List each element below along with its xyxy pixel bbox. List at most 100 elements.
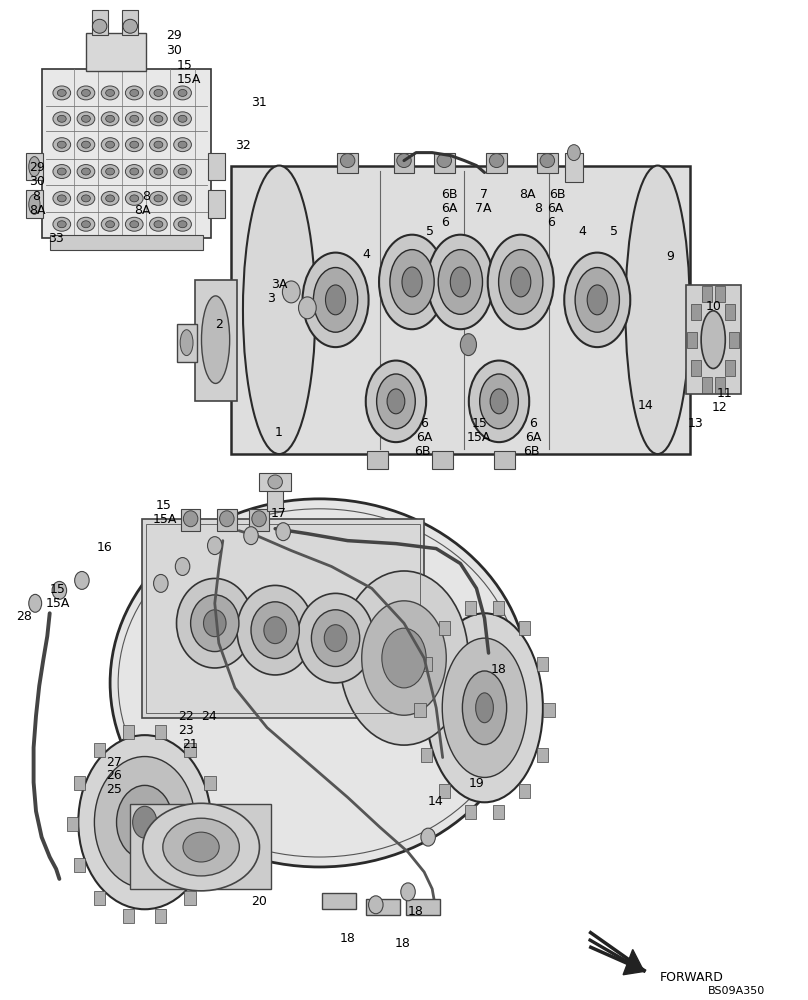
Bar bbox=[726, 360, 735, 376]
Ellipse shape bbox=[106, 221, 115, 228]
Bar bbox=[123, 725, 134, 739]
Ellipse shape bbox=[366, 361, 426, 442]
Ellipse shape bbox=[174, 217, 191, 231]
Ellipse shape bbox=[154, 168, 163, 175]
Text: 3A: 3A bbox=[271, 278, 288, 291]
Text: 18: 18 bbox=[339, 932, 356, 945]
Bar bbox=[421, 748, 432, 762]
Ellipse shape bbox=[208, 537, 222, 555]
Text: 6B: 6B bbox=[415, 445, 431, 458]
Ellipse shape bbox=[298, 297, 316, 319]
Ellipse shape bbox=[178, 141, 187, 148]
Ellipse shape bbox=[701, 311, 726, 369]
Ellipse shape bbox=[174, 165, 191, 178]
Ellipse shape bbox=[175, 558, 190, 575]
Bar bbox=[217, 509, 237, 531]
Ellipse shape bbox=[178, 221, 187, 228]
Text: 15: 15 bbox=[156, 499, 172, 512]
Ellipse shape bbox=[53, 581, 66, 599]
Ellipse shape bbox=[326, 285, 346, 315]
Ellipse shape bbox=[480, 374, 519, 429]
Ellipse shape bbox=[379, 235, 445, 329]
Ellipse shape bbox=[511, 267, 531, 297]
Text: 31: 31 bbox=[251, 96, 267, 109]
Text: 15: 15 bbox=[177, 59, 193, 72]
Text: FORWARD: FORWARD bbox=[660, 971, 724, 984]
Bar bbox=[692, 304, 701, 320]
Ellipse shape bbox=[490, 154, 504, 168]
Ellipse shape bbox=[149, 138, 167, 152]
Ellipse shape bbox=[82, 141, 90, 148]
Ellipse shape bbox=[426, 613, 543, 802]
Ellipse shape bbox=[53, 138, 70, 152]
Bar bbox=[715, 377, 725, 393]
Ellipse shape bbox=[77, 138, 95, 152]
Bar bbox=[692, 360, 701, 376]
Ellipse shape bbox=[339, 571, 469, 745]
Ellipse shape bbox=[264, 617, 287, 644]
Ellipse shape bbox=[490, 389, 508, 414]
Ellipse shape bbox=[116, 785, 173, 859]
Bar bbox=[421, 657, 432, 671]
Text: BS09A350: BS09A350 bbox=[709, 986, 766, 996]
Bar bbox=[231, 166, 690, 454]
Ellipse shape bbox=[191, 595, 239, 652]
Ellipse shape bbox=[57, 141, 66, 148]
Bar bbox=[406, 899, 440, 915]
Ellipse shape bbox=[53, 165, 70, 178]
Ellipse shape bbox=[53, 191, 70, 205]
Text: 1: 1 bbox=[276, 426, 283, 439]
Text: 6: 6 bbox=[420, 417, 428, 430]
Text: 18: 18 bbox=[491, 663, 507, 676]
Ellipse shape bbox=[123, 19, 137, 33]
Text: 8: 8 bbox=[32, 190, 40, 203]
Ellipse shape bbox=[130, 141, 139, 148]
Ellipse shape bbox=[143, 803, 259, 891]
Text: 15A: 15A bbox=[46, 597, 70, 610]
Ellipse shape bbox=[130, 168, 139, 175]
Bar bbox=[465, 601, 476, 615]
Bar bbox=[155, 909, 166, 923]
Ellipse shape bbox=[130, 195, 139, 202]
Bar bbox=[702, 286, 712, 302]
Ellipse shape bbox=[625, 166, 690, 454]
Ellipse shape bbox=[564, 253, 630, 347]
Ellipse shape bbox=[133, 806, 157, 838]
Bar bbox=[715, 286, 725, 302]
Text: 5: 5 bbox=[426, 225, 434, 238]
Ellipse shape bbox=[82, 168, 90, 175]
Bar bbox=[432, 451, 453, 469]
Text: 20: 20 bbox=[251, 895, 267, 908]
Ellipse shape bbox=[130, 89, 139, 96]
Text: 6: 6 bbox=[441, 216, 449, 229]
Ellipse shape bbox=[427, 235, 494, 329]
Bar bbox=[130, 804, 271, 889]
Ellipse shape bbox=[130, 221, 139, 228]
Bar bbox=[702, 377, 712, 393]
Ellipse shape bbox=[587, 285, 608, 315]
Text: 28: 28 bbox=[16, 610, 32, 623]
Text: 5: 5 bbox=[610, 225, 618, 238]
Ellipse shape bbox=[302, 253, 368, 347]
Bar bbox=[494, 451, 516, 469]
Bar bbox=[94, 743, 105, 757]
Text: 18: 18 bbox=[408, 905, 424, 918]
Bar bbox=[204, 858, 216, 872]
Text: 6A: 6A bbox=[524, 431, 541, 444]
Ellipse shape bbox=[438, 250, 482, 314]
Ellipse shape bbox=[442, 638, 527, 777]
Ellipse shape bbox=[130, 115, 139, 122]
Text: 6A: 6A bbox=[441, 202, 457, 215]
Ellipse shape bbox=[78, 735, 211, 909]
Ellipse shape bbox=[176, 578, 253, 668]
Bar bbox=[208, 190, 225, 218]
Ellipse shape bbox=[499, 250, 543, 314]
Bar bbox=[212, 817, 223, 831]
Bar bbox=[250, 509, 269, 531]
Ellipse shape bbox=[575, 268, 620, 332]
Bar bbox=[537, 657, 548, 671]
Bar bbox=[74, 858, 85, 872]
Bar bbox=[434, 153, 455, 173]
Ellipse shape bbox=[106, 141, 115, 148]
Bar bbox=[537, 748, 548, 762]
